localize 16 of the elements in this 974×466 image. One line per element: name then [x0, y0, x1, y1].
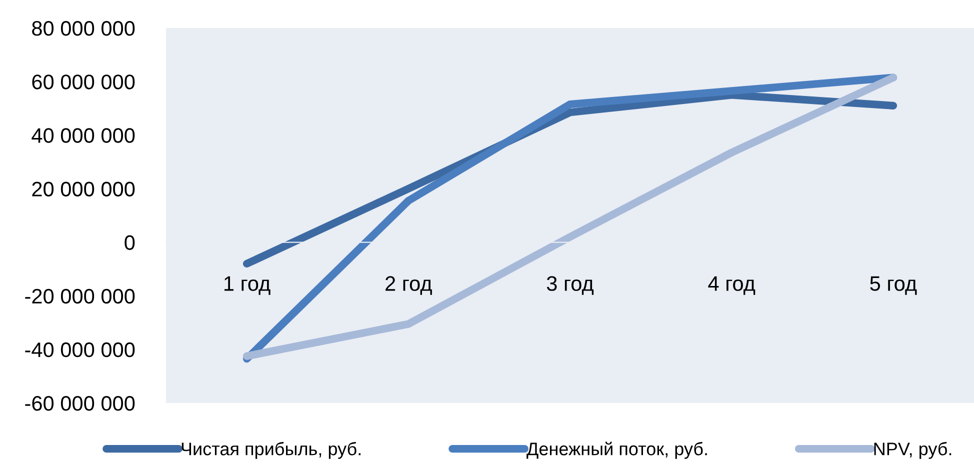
x-tick-label: 1 год	[224, 276, 270, 295]
y-tick-label: 60 000 000	[32, 74, 135, 90]
legend-label: NPV, руб.	[874, 442, 952, 459]
x-tick-label: 4 год	[708, 276, 756, 295]
y-tick-label: 80 000 000	[32, 21, 135, 36]
y-tick-label: -40 000 000	[25, 342, 135, 358]
legend-label: Денежный поток, руб.	[526, 442, 707, 459]
y-tick-label: 40 000 000	[32, 128, 135, 143]
y-tick-label: 20 000 000	[32, 182, 135, 196]
y-tick-label: 0	[124, 235, 135, 250]
x-tick-label: 3 год	[546, 276, 594, 295]
x-tick-label: 2 год	[386, 276, 432, 295]
legend-label: Чистая прибыль, руб.	[182, 442, 360, 459]
x-tick-label: 5 год	[870, 276, 917, 295]
y-tick-label: -60 000 000	[25, 396, 135, 411]
y-tick-label: -20 000 000	[25, 288, 135, 304]
